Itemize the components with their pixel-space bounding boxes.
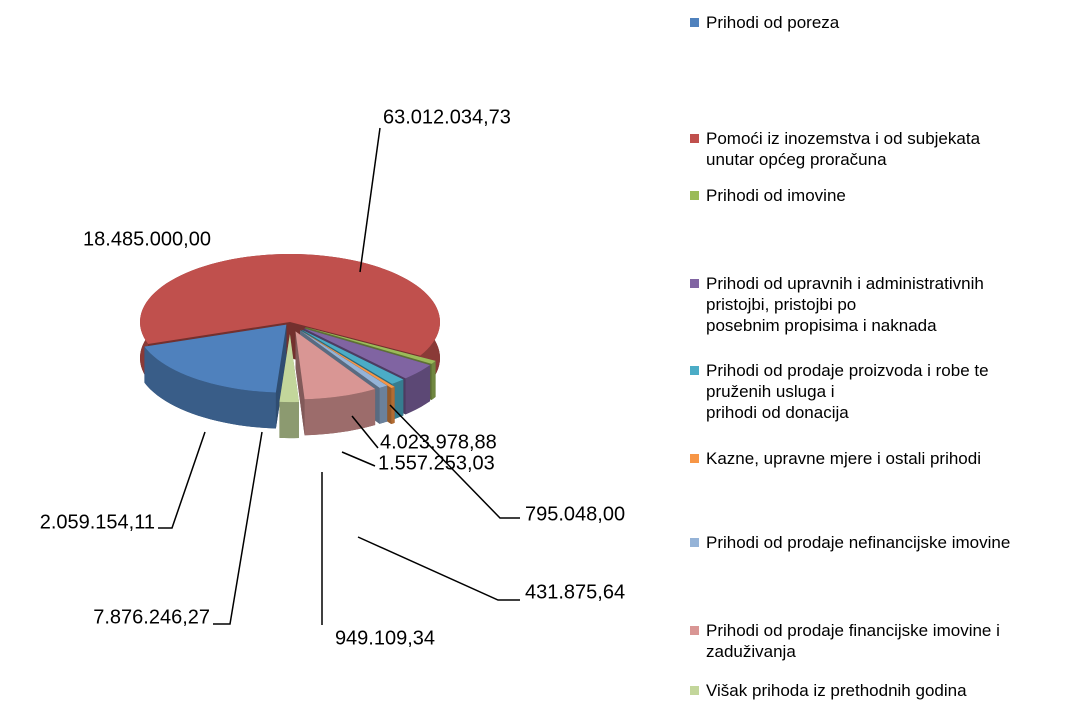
slice-top [144, 324, 287, 393]
slice-top [300, 330, 388, 388]
data-label: 795.048,00 [525, 503, 625, 525]
data-label: 431.875,64 [525, 581, 625, 603]
legend-label: Prihodi od prodaje financijske imovine i… [706, 621, 1000, 661]
slice-wall [405, 365, 431, 415]
slice-top [140, 254, 440, 356]
legend-entry: Prihodi od upravnih i administrativnih p… [690, 273, 984, 336]
leader-line [351, 415, 379, 449]
slice-top [305, 327, 436, 364]
data-label: 2.059.154,11 [40, 511, 155, 533]
slice-top [279, 334, 299, 403]
legend-entry: Prihodi od poreza [690, 12, 839, 33]
data-label: 7.876.246,27 [93, 606, 210, 628]
leader-line [158, 431, 206, 529]
legend-swatch [690, 538, 699, 547]
legend-swatch [690, 134, 699, 143]
leader-line [357, 536, 520, 601]
slice-top [304, 332, 395, 388]
leader-line [389, 404, 520, 519]
legend-entry: Prihodi od imovine [690, 185, 846, 206]
leader-line [213, 431, 263, 625]
pie-slice [144, 324, 287, 429]
legend-label: Prihodi od prodaje nefinancijske imovine [706, 533, 1011, 552]
slice-wall [431, 360, 436, 400]
legend-label: Pomoći iz inozemstva i od subjekata unut… [706, 129, 981, 169]
slice-top [295, 331, 376, 400]
slice-top [301, 329, 404, 384]
legend-label: Kazne, upravne mjere i ostali prihodi [706, 449, 981, 468]
slice-wall [279, 401, 299, 439]
data-label: 63.012.034,73 [383, 106, 511, 128]
legend-swatch [690, 626, 699, 635]
data-label: 949.109,34 [335, 627, 435, 649]
legend: Prihodi od poreza Pomoći iz inozemstva i … [690, 0, 1090, 726]
legend-entry: Višak prihoda iz prethodnih godina [690, 680, 967, 701]
legend-entry: Prihodi od prodaje financijske imovine i… [690, 620, 1000, 662]
legend-entry: Kazne, upravne mjere i ostali prihodi [690, 448, 981, 469]
leader-line [341, 451, 376, 467]
legend-entry: Prihodi od prodaje proizvoda i robe te p… [690, 360, 989, 423]
pie-slice [279, 334, 299, 439]
data-label: 18.485.000,00 [83, 228, 211, 250]
leader-line [359, 127, 381, 273]
legend-label: Prihodi od prodaje proizvoda i robe te p… [706, 361, 989, 422]
legend-swatch [690, 279, 699, 288]
chart: 18.485.000,00 63.012.034,73 795.048,00 4.02… [40, 106, 625, 649]
legend-swatch [690, 191, 699, 200]
legend-entry: Pomoći iz inozemstva i od subjekata unut… [690, 128, 980, 170]
legend-swatch [690, 366, 699, 375]
data-label: 1.557.253,03 [378, 452, 495, 474]
legend-entry: Prihodi od prodaje nefinancijske imovine [690, 532, 1010, 553]
slice-side [295, 331, 305, 436]
slice-wall [379, 385, 388, 424]
data-label: 4.023.978,88 [380, 431, 497, 453]
legend-label: Prihodi od imovine [706, 186, 846, 205]
legend-swatch [690, 454, 699, 463]
legend-swatch [690, 18, 699, 27]
slice-wall [144, 346, 276, 429]
slice-top [303, 328, 431, 379]
legend-label: Višak prihoda iz prethodnih godina [706, 681, 967, 700]
legend-label: Prihodi od poreza [706, 13, 840, 32]
legend-label: Prihodi od upravnih i administrativnih p… [706, 274, 984, 335]
legend-swatch [690, 686, 699, 695]
slice-wall [391, 386, 395, 424]
